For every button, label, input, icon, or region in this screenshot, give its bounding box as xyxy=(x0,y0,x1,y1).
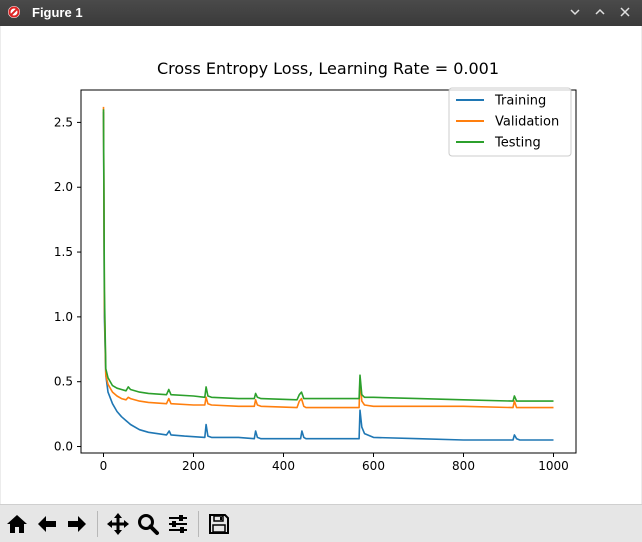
pan-button[interactable] xyxy=(105,511,131,537)
back-arrow-icon xyxy=(38,516,56,532)
navigation-toolbar xyxy=(0,504,642,542)
x-tick-label: 400 xyxy=(272,459,295,473)
window-titlebar[interactable]: Figure 1 xyxy=(0,0,642,26)
x-tick-label: 600 xyxy=(362,459,385,473)
legend-label-testing: Testing xyxy=(494,136,541,151)
figure-canvas[interactable]: Cross Entropy Loss, Learning Rate = 0.00… xyxy=(1,26,641,504)
pan-move-icon xyxy=(107,513,129,535)
maximize-chevron-icon[interactable] xyxy=(591,4,609,20)
configure-subplots-button[interactable] xyxy=(165,511,191,537)
y-tick-label: 1.0 xyxy=(54,310,73,324)
home-button[interactable] xyxy=(4,511,30,537)
y-tick-label: 0.5 xyxy=(54,375,73,389)
close-icon[interactable] xyxy=(616,4,634,20)
y-tick-label: 0.0 xyxy=(54,440,73,454)
home-icon xyxy=(7,515,27,533)
minimize-chevron-icon[interactable] xyxy=(566,4,584,20)
legend-box xyxy=(448,87,572,157)
save-floppy-icon xyxy=(209,514,229,534)
plot-frame xyxy=(80,89,577,454)
legend-label-training: Training xyxy=(494,94,546,109)
configure-subplots-icon xyxy=(169,515,187,533)
series-line-validation xyxy=(102,106,554,409)
toolbar-separator xyxy=(97,511,98,537)
back-button[interactable] xyxy=(34,511,60,537)
x-tick-label: 0 xyxy=(100,459,108,473)
forward-button[interactable] xyxy=(64,511,90,537)
forward-arrow-icon xyxy=(68,516,86,532)
toolbar-separator xyxy=(198,511,199,537)
series-line-training xyxy=(102,111,554,441)
legend: Training Validation Testing xyxy=(448,87,572,157)
window-title: Figure 1 xyxy=(32,5,83,20)
x-tick-label: 800 xyxy=(452,459,475,473)
zoom-button[interactable] xyxy=(135,511,161,537)
y-tick-label: 2.0 xyxy=(54,180,73,194)
y-tick-label: 2.5 xyxy=(54,115,73,129)
series-line-testing xyxy=(102,109,554,402)
legend-label-validation: Validation xyxy=(495,115,559,130)
x-tick-label: 1000 xyxy=(538,459,569,473)
save-button[interactable] xyxy=(206,511,232,537)
app-icon xyxy=(8,6,20,18)
loss-chart: Cross Entropy Loss, Learning Rate = 0.00… xyxy=(54,59,577,473)
chart-title: Cross Entropy Loss, Learning Rate = 0.00… xyxy=(157,59,499,78)
x-tick-label: 200 xyxy=(182,459,205,473)
y-tick-label: 1.5 xyxy=(54,245,73,259)
zoom-magnifier-icon xyxy=(138,514,159,535)
